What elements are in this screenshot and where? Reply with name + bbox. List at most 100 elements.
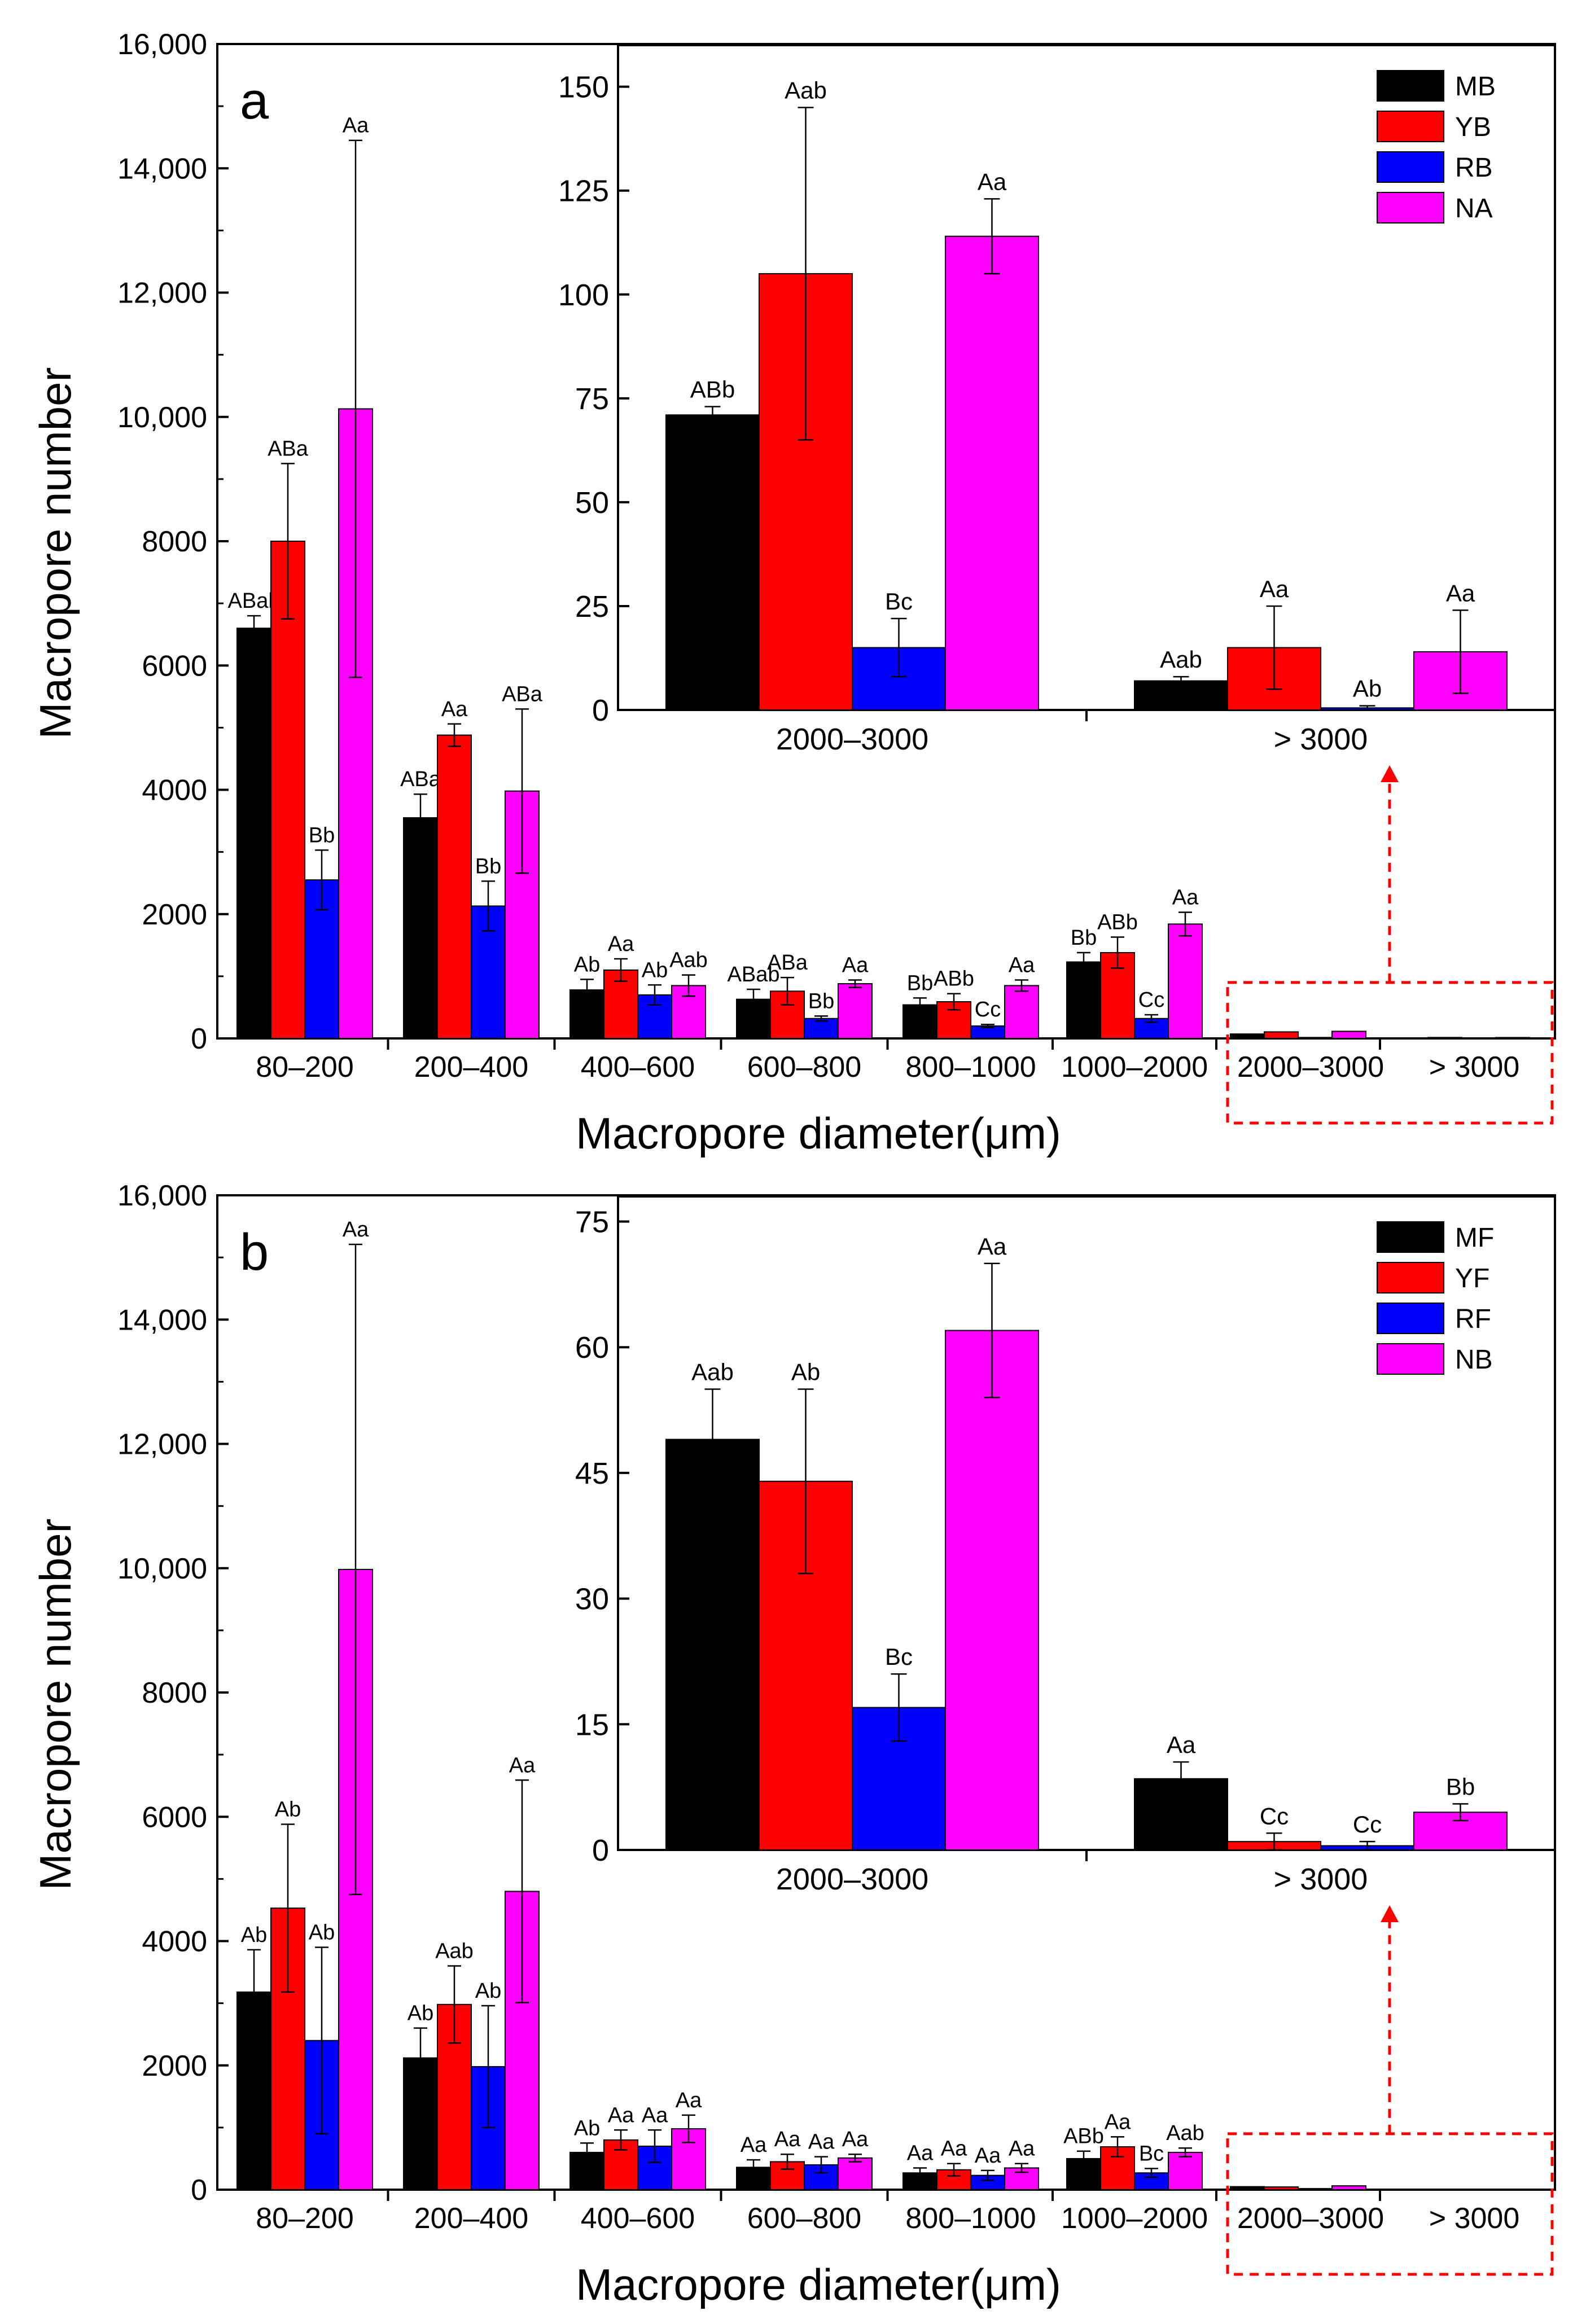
bar <box>1264 2186 1299 2191</box>
x-tick-label: 800–1000 <box>905 1051 1036 1084</box>
x-axis-title: Macropore diameter(μm) <box>576 2260 1061 2309</box>
inset-bar <box>665 1439 760 1851</box>
x-tick-label: 2000–3000 <box>1237 1051 1384 1084</box>
significance-label: Ab <box>275 1797 301 1821</box>
inset-y-tick-label: 45 <box>575 1457 609 1490</box>
y-tick-label: 0 <box>191 2174 207 2207</box>
significance-label: Aa <box>741 2133 767 2157</box>
inset-significance-label: Bc <box>885 1643 913 1670</box>
x-tick-label: 2000–3000 <box>1237 2202 1384 2235</box>
bar <box>838 983 873 1039</box>
bar <box>236 1991 271 2190</box>
bar <box>1230 2186 1265 2190</box>
bar <box>437 734 472 1039</box>
significance-label: Bb <box>1071 926 1097 950</box>
significance-label: Ab <box>642 958 668 982</box>
inset-significance-label: Aa <box>1446 580 1475 606</box>
legend-swatch <box>1377 192 1444 223</box>
highlight-arrow-head <box>1381 765 1399 782</box>
significance-label: ABb <box>934 967 974 991</box>
significance-label: Aa <box>941 2137 967 2161</box>
bar <box>1230 1033 1265 1040</box>
significance-label: Ab <box>574 953 600 976</box>
significance-label: ABab <box>728 963 780 986</box>
inset-significance-label: Aab <box>1160 646 1202 673</box>
inset-significance-label: Aab <box>691 1358 734 1385</box>
bar <box>1298 1037 1333 1040</box>
y-tick-label: 2000 <box>142 2050 207 2082</box>
significance-label: Aa <box>1009 2137 1035 2161</box>
x-tick-label: 400–600 <box>581 1051 695 1084</box>
significance-label: Bb <box>475 854 501 878</box>
inset-significance-label: Aab <box>785 77 827 103</box>
inset-y-tick-label: 150 <box>558 71 609 104</box>
panel-a: a Macropore diameter(μm) Macropore numbe… <box>30 28 1556 1158</box>
significance-label: Ab <box>475 1979 501 2003</box>
significance-label: Aa <box>608 932 634 956</box>
significance-label: ABa <box>502 682 543 706</box>
inset-y-tick-label: 50 <box>575 486 609 520</box>
bar <box>902 1004 937 1039</box>
significance-label: Cc <box>975 998 1001 1021</box>
inset-significance-label: Cc <box>1260 1803 1289 1829</box>
inset-significance-label: ABb <box>690 376 735 403</box>
y-tick-label: 2000 <box>142 898 207 931</box>
inset-bar <box>945 235 1039 711</box>
bar <box>270 541 305 1039</box>
x-tick-label: > 3000 <box>1429 2202 1520 2235</box>
legend-swatch <box>1377 1343 1444 1375</box>
bar <box>403 817 438 1040</box>
y-tick-label: 16,000 <box>117 1179 207 1212</box>
significance-label: Bc <box>1139 2142 1164 2166</box>
bar <box>1168 923 1203 1039</box>
significance-label: Aa <box>808 2130 835 2154</box>
y-tick-label: 14,000 <box>117 152 207 185</box>
legend-label: MB <box>1455 72 1496 102</box>
x-tick-label: 800–1000 <box>905 2202 1036 2235</box>
bar <box>804 1018 839 1040</box>
inset-y-tick-label: 75 <box>575 382 609 416</box>
y-axis-title: Macropore number <box>30 1519 80 1891</box>
significance-label: Aa <box>343 1218 369 1242</box>
bar <box>936 1001 971 1039</box>
inset-significance-label: Bb <box>1446 1773 1475 1800</box>
x-tick-label: 200–400 <box>414 2202 528 2235</box>
significance-label: Aa <box>1009 953 1035 977</box>
legend-label: MF <box>1455 1223 1494 1253</box>
bar <box>838 2157 873 2190</box>
x-tick-label: 400–600 <box>581 2202 695 2235</box>
x-tick-label: 80–200 <box>256 1051 354 1084</box>
inset-significance-label: Aa <box>1167 1731 1196 1758</box>
legend-label: RB <box>1455 153 1493 183</box>
significance-label: Aa <box>676 2089 702 2112</box>
inset-x-tick-label: 2000–3000 <box>776 722 928 756</box>
inset-y-tick-label: 30 <box>575 1582 609 1616</box>
bar <box>1264 1031 1299 1040</box>
inset-x-tick-label: > 3000 <box>1274 1862 1368 1896</box>
inset-bar <box>945 1330 1039 1851</box>
y-tick-label: 16,000 <box>117 28 207 61</box>
significance-label: Ab <box>241 1923 267 1947</box>
significance-label: Aa <box>608 2103 634 2127</box>
panel-b: b Macropore diameter(μm) Macropore numbe… <box>30 1179 1556 2309</box>
inset-x-tick-label: > 3000 <box>1274 722 1368 756</box>
legend-label: NA <box>1455 194 1493 223</box>
inset-y-tick-label: 125 <box>558 174 609 208</box>
x-tick-label: 1000–2000 <box>1061 1051 1208 1084</box>
significance-label: Ab <box>408 2002 433 2025</box>
significance-label: Aa <box>1172 885 1199 909</box>
bar <box>1394 2189 1429 2191</box>
inset-bar <box>665 414 760 711</box>
legend-swatch <box>1377 70 1444 102</box>
y-tick-label: 4000 <box>142 1926 207 1958</box>
significance-label: Aa <box>441 698 468 721</box>
legend-label: YB <box>1455 112 1491 142</box>
significance-label: Aa <box>1105 2110 1131 2134</box>
inset-significance-label: Cc <box>1353 1811 1382 1838</box>
y-tick-label: 6000 <box>142 1801 207 1834</box>
panel-letter: a <box>240 72 269 130</box>
significance-label: Aa <box>774 2128 801 2151</box>
x-tick-label: 200–400 <box>414 1051 528 1084</box>
inset-significance-label: Aa <box>1260 576 1289 602</box>
y-axis-title: Macropore number <box>30 367 80 739</box>
